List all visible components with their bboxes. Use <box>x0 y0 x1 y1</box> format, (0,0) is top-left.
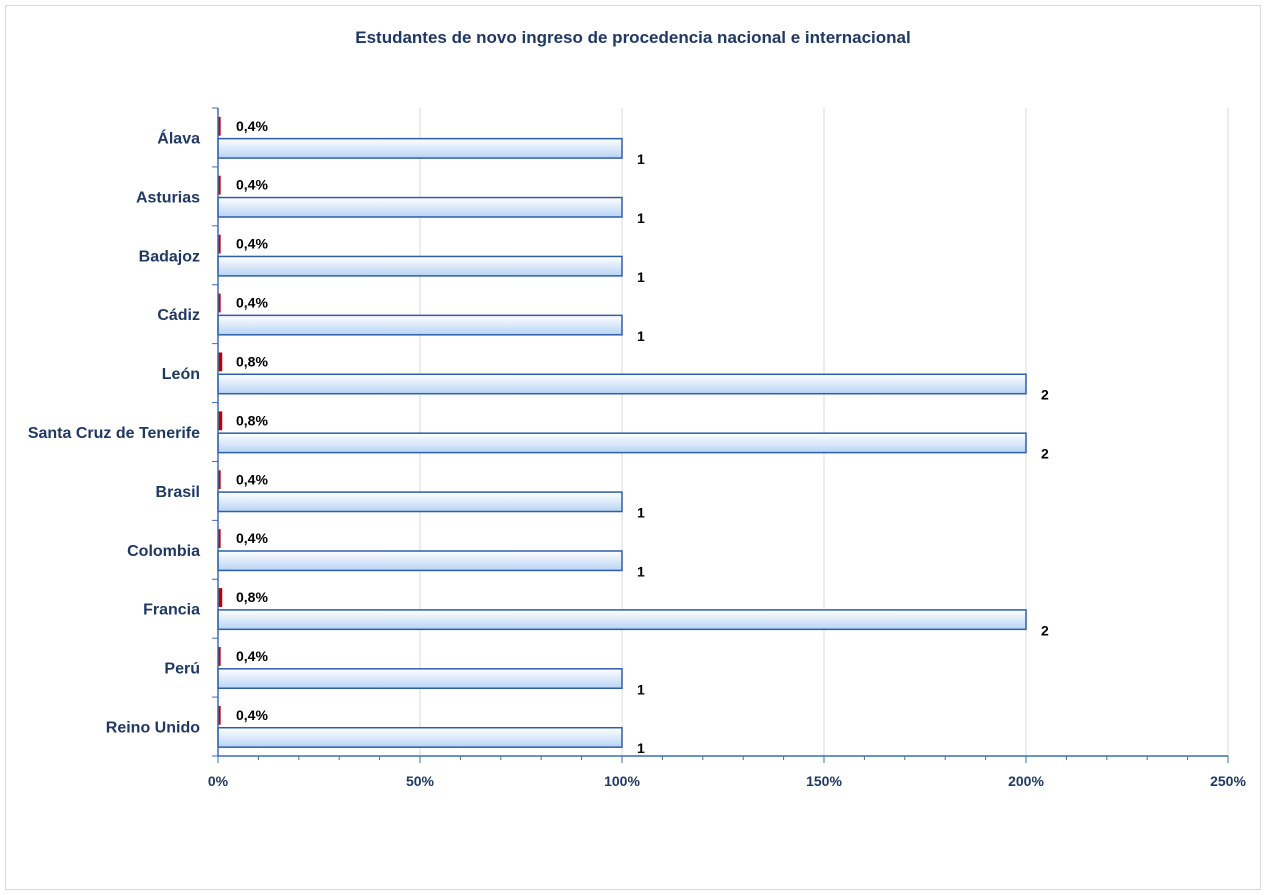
pct-data-label: 0,4% <box>236 177 268 193</box>
value-data-label: 2 <box>1041 446 1049 462</box>
category-label: Perú <box>164 661 200 678</box>
value-bar <box>217 609 1027 631</box>
value-bar <box>217 137 623 159</box>
chart-title: Estudantes de novo ingreso de procedenci… <box>355 28 911 47</box>
value-bar <box>217 491 623 513</box>
pct-data-label: 0,4% <box>236 707 268 723</box>
value-data-label: 2 <box>1041 387 1049 403</box>
value-bar <box>217 726 623 748</box>
value-bar <box>217 432 1027 454</box>
pct-data-label: 0,4% <box>236 471 268 487</box>
value-bar <box>217 373 1027 395</box>
value-data-label: 1 <box>637 151 645 167</box>
pct-bar <box>218 411 223 431</box>
pct-bar <box>218 352 223 372</box>
category-label: Francia <box>143 602 200 619</box>
x-tick-label: 100% <box>604 773 640 789</box>
value-data-label: 1 <box>637 740 645 756</box>
category-label: León <box>162 366 200 383</box>
category-label: Brasil <box>156 484 200 501</box>
pct-data-label: 0,8% <box>236 589 268 605</box>
pct-data-label: 0,8% <box>236 353 268 369</box>
pct-bar <box>218 705 221 725</box>
x-tick-label: 0% <box>208 773 229 789</box>
value-bar <box>217 314 623 336</box>
pct-bar <box>218 588 223 607</box>
x-tick-label: 50% <box>406 773 435 789</box>
pct-bar <box>218 529 221 549</box>
pct-bar <box>218 175 221 195</box>
pct-data-label: 0,4% <box>236 118 268 134</box>
value-data-label: 1 <box>637 681 645 697</box>
value-bar <box>217 550 623 572</box>
x-tick-label: 250% <box>1210 773 1246 789</box>
pct-data-label: 0,8% <box>236 412 268 428</box>
category-label: Santa Cruz de Tenerife <box>28 425 200 442</box>
value-bar <box>217 255 623 277</box>
pct-bar <box>218 293 221 313</box>
x-tick-label: 150% <box>806 773 842 789</box>
category-label: Asturias <box>136 189 200 206</box>
category-label: Cádiz <box>157 307 200 324</box>
x-tick-label: 200% <box>1008 773 1044 789</box>
pct-bar <box>218 234 221 254</box>
category-label: Colombia <box>127 543 200 560</box>
category-label: Reino Unido <box>106 720 200 737</box>
value-bar <box>217 668 623 690</box>
pct-bar <box>218 647 221 666</box>
pct-bar <box>218 470 221 490</box>
value-data-label: 1 <box>637 210 645 226</box>
value-data-label: 2 <box>1041 622 1049 638</box>
value-bar <box>217 196 623 218</box>
pct-bar <box>218 116 221 136</box>
category-label: Badajoz <box>139 248 200 265</box>
pct-data-label: 0,4% <box>236 236 268 252</box>
pct-data-label: 0,4% <box>236 648 268 664</box>
value-data-label: 1 <box>637 328 645 344</box>
pct-data-label: 0,4% <box>236 530 268 546</box>
value-data-label: 1 <box>637 505 645 521</box>
pct-data-label: 0,4% <box>236 295 268 311</box>
category-label: Álava <box>157 128 200 147</box>
value-data-label: 1 <box>637 563 645 579</box>
value-data-label: 1 <box>637 269 645 285</box>
